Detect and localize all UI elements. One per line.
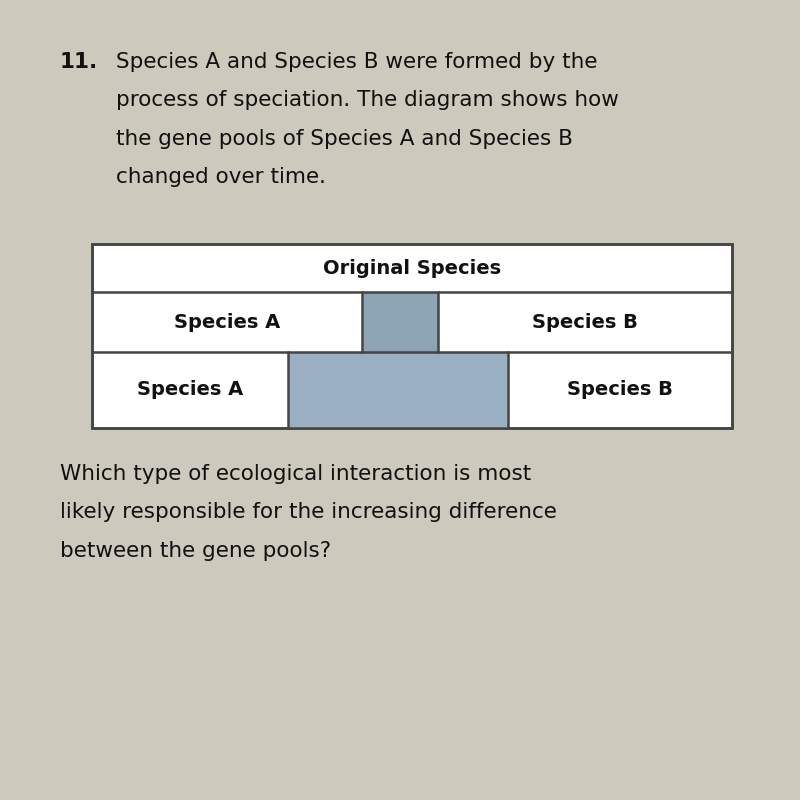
Text: Species B: Species B [532, 313, 638, 331]
Text: the gene pools of Species A and Species B: the gene pools of Species A and Species … [116, 129, 573, 149]
Text: changed over time.: changed over time. [116, 167, 326, 187]
Text: Species B: Species B [567, 381, 673, 399]
Text: process of speciation. The diagram shows how: process of speciation. The diagram shows… [116, 90, 619, 110]
Bar [92, 244, 732, 428]
Bar [92, 244, 732, 428]
Text: Species A: Species A [174, 313, 280, 331]
Text: likely responsible for the increasing difference: likely responsible for the increasing di… [60, 502, 557, 522]
Text: Species A: Species A [137, 381, 243, 399]
Text: Original Species: Original Species [323, 258, 501, 278]
Text: Which type of ecological interaction is most: Which type of ecological interaction is … [60, 464, 531, 484]
Text: between the gene pools?: between the gene pools? [60, 541, 331, 561]
Text: 11.: 11. [60, 52, 98, 72]
Bar [362, 292, 438, 352]
Bar [288, 352, 508, 428]
Text: Species A and Species B were formed by the: Species A and Species B were formed by t… [116, 52, 598, 72]
